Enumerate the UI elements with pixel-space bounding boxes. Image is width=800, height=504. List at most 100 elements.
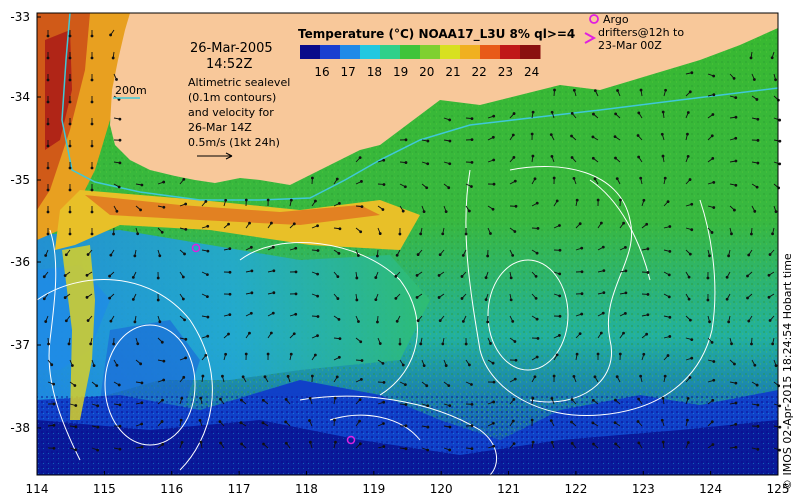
colorbar-swatch <box>380 45 401 59</box>
velocity-arrowhead <box>535 297 538 300</box>
velocity-arrowhead <box>69 211 72 214</box>
velocity-arrowhead <box>405 138 408 141</box>
velocity-arrowhead <box>594 89 597 92</box>
velocity-arrowhead <box>339 337 342 340</box>
velocity-arrowhead <box>616 89 619 92</box>
velocity-arrowhead <box>359 156 362 159</box>
latitude-tick-label: -36 <box>10 255 30 269</box>
velocity-arrowhead <box>667 200 670 203</box>
colorbar-swatch <box>320 45 341 59</box>
velocity-arrowhead <box>445 210 448 213</box>
velocity-arrowhead <box>119 139 122 142</box>
velocity-arrowhead <box>361 205 364 208</box>
colorbar-swatch <box>360 45 381 59</box>
velocity-arrowhead <box>118 384 121 387</box>
velocity-arrowhead <box>417 253 420 256</box>
velocity-arrowhead <box>119 162 122 165</box>
velocity-arrowhead <box>668 295 671 298</box>
colorbar-tick-label: 17 <box>341 65 356 79</box>
velocity-arrowhead <box>359 230 362 233</box>
velocity-arrowhead <box>47 101 50 104</box>
velocity-arrowhead <box>360 180 363 183</box>
velocity-arrowhead <box>242 375 245 378</box>
velocity-arrowhead <box>379 342 382 345</box>
velocity-arrowhead <box>750 343 753 346</box>
velocity-arrowhead <box>756 448 759 451</box>
colorbar-swatch <box>520 45 541 59</box>
velocity-arrowhead <box>468 364 471 367</box>
velocity-arrowhead <box>625 270 628 273</box>
velocity-arrowhead <box>309 397 312 400</box>
velocity-arrowhead <box>647 271 650 274</box>
velocity-arrowhead <box>735 160 738 163</box>
velocity-arrowhead <box>427 426 430 429</box>
velocity-arrowhead <box>637 420 640 423</box>
velocity-arrowhead <box>382 445 385 448</box>
velocity-arrowhead <box>71 364 74 367</box>
velocity-arrowhead <box>438 296 441 299</box>
velocity-arrowhead <box>118 186 121 189</box>
velocity-arrowhead <box>65 253 68 256</box>
sealevel-note-line: 0.5m/s (1kt 24h) <box>188 136 280 149</box>
velocity-arrowhead <box>290 199 293 202</box>
velocity-arrowhead <box>184 203 187 206</box>
velocity-arrowhead <box>157 299 160 302</box>
velocity-arrowhead <box>778 162 781 165</box>
velocity-arrowhead <box>753 78 756 81</box>
velocity-arrowhead <box>91 233 94 236</box>
velocity-arrowhead <box>382 422 385 425</box>
velocity-arrowhead <box>771 342 774 345</box>
velocity-arrowhead <box>734 382 737 385</box>
velocity-arrowhead <box>513 230 516 233</box>
velocity-arrowhead <box>355 299 358 302</box>
velocity-arrowhead <box>662 397 665 400</box>
colorbar-swatch <box>420 45 441 59</box>
velocity-arrowhead <box>227 223 230 226</box>
velocity-arrowhead <box>756 118 759 121</box>
sealevel-note-line: and velocity for <box>188 106 274 119</box>
velocity-arrowhead <box>184 356 187 359</box>
velocity-arrowhead <box>43 297 46 300</box>
velocity-arrowhead <box>726 276 729 279</box>
velocity-arrowhead <box>359 398 362 401</box>
velocity-arrowhead <box>267 353 270 356</box>
velocity-arrowhead <box>262 421 265 424</box>
velocity-arrowhead <box>492 362 495 365</box>
velocity-arrowhead <box>161 399 164 402</box>
velocity-arrowhead <box>158 320 161 323</box>
colorbar-swatch <box>300 45 321 59</box>
colorbar-tick-label: 19 <box>393 65 408 79</box>
velocity-arrowhead <box>339 227 342 230</box>
latitude-tick-label: -37 <box>10 338 30 352</box>
velocity-arrowhead <box>293 222 296 225</box>
latitude-tick-label: -35 <box>10 173 30 187</box>
velocity-arrowhead <box>515 359 518 362</box>
longitude-tick-label: 118 <box>295 482 318 496</box>
velocity-arrowhead <box>711 341 714 344</box>
velocity-arrowhead <box>756 98 759 101</box>
velocity-arrowhead <box>206 225 209 228</box>
colorbar-swatch <box>480 45 501 59</box>
velocity-arrowhead <box>486 321 489 324</box>
velocity-arrowhead <box>602 291 605 294</box>
longitude-tick-label: 114 <box>26 482 49 496</box>
colorbar-title: Temperature (°C) NOAA17_L3U 8% ql>=4 <box>298 27 575 42</box>
velocity-arrowhead <box>551 441 554 444</box>
colorbar-tick-label: 22 <box>472 65 487 79</box>
velocity-arrowhead <box>573 375 576 378</box>
velocity-arrowhead <box>69 57 72 60</box>
velocity-arrowhead <box>69 233 72 236</box>
velocity-arrowhead <box>537 227 540 230</box>
velocity-arrowhead <box>285 442 288 445</box>
velocity-arrowhead <box>267 199 270 202</box>
velocity-arrowhead <box>87 319 90 322</box>
velocity-arrowhead <box>338 202 341 205</box>
velocity-arrowhead <box>119 425 122 428</box>
drifter-legend-line: 23-Mar 00Z <box>598 39 662 52</box>
velocity-arrowhead <box>317 249 320 252</box>
velocity-arrowhead <box>778 140 781 143</box>
velocity-arrowhead <box>357 254 360 257</box>
velocity-arrowhead <box>534 375 537 378</box>
velocity-arrowhead <box>757 404 760 407</box>
